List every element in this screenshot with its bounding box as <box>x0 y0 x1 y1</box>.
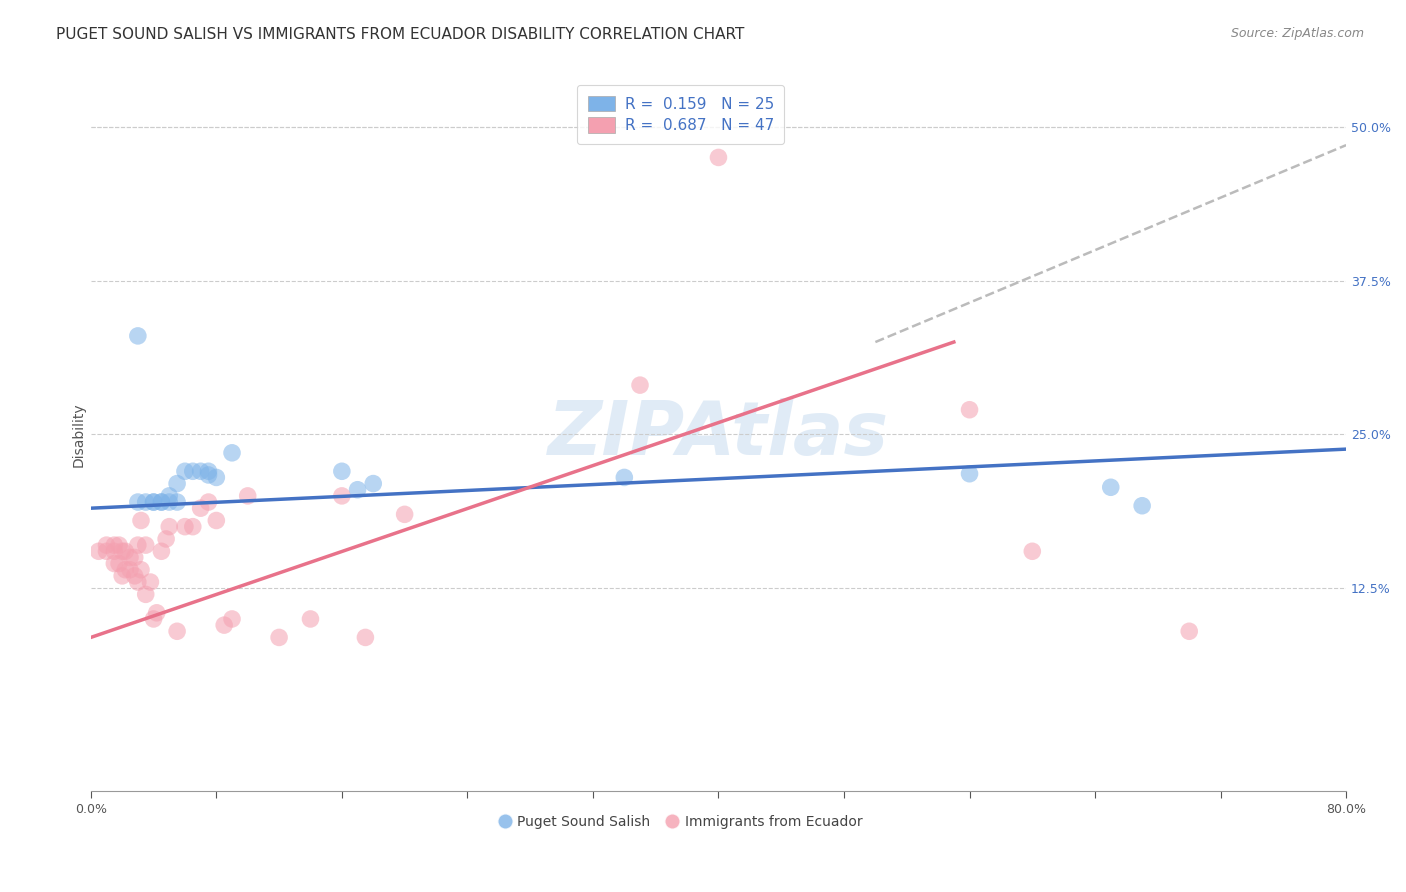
Point <box>299 612 322 626</box>
Point <box>190 464 212 478</box>
Point <box>103 538 125 552</box>
Point <box>628 378 651 392</box>
Point <box>127 329 149 343</box>
Point <box>129 514 152 528</box>
Point <box>150 495 173 509</box>
Point <box>197 464 219 478</box>
Point <box>205 470 228 484</box>
Point <box>174 519 197 533</box>
Point <box>330 489 353 503</box>
Point <box>166 624 188 639</box>
Point <box>197 467 219 482</box>
Point <box>959 467 981 481</box>
Point <box>707 150 730 164</box>
Point <box>959 402 981 417</box>
Point <box>174 464 197 478</box>
Point <box>269 631 291 645</box>
Point <box>166 495 188 509</box>
Point <box>155 532 177 546</box>
Point <box>142 612 165 626</box>
Point <box>87 544 110 558</box>
Point <box>118 550 141 565</box>
Point <box>221 612 243 626</box>
Point <box>181 519 204 533</box>
Point <box>108 557 131 571</box>
Point <box>142 495 165 509</box>
Point <box>114 544 136 558</box>
Point <box>127 575 149 590</box>
Point <box>197 495 219 509</box>
Point <box>157 495 180 509</box>
Point <box>103 557 125 571</box>
Point <box>139 575 162 590</box>
Point <box>205 514 228 528</box>
Point <box>346 483 368 497</box>
Point <box>118 563 141 577</box>
Text: Source: ZipAtlas.com: Source: ZipAtlas.com <box>1230 27 1364 40</box>
Point <box>157 519 180 533</box>
Point <box>142 495 165 509</box>
Point <box>150 495 173 509</box>
Point <box>145 606 167 620</box>
Y-axis label: Disability: Disability <box>72 402 86 467</box>
Point <box>135 538 157 552</box>
Text: PUGET SOUND SALISH VS IMMIGRANTS FROM ECUADOR DISABILITY CORRELATION CHART: PUGET SOUND SALISH VS IMMIGRANTS FROM EC… <box>56 27 745 42</box>
Point <box>1130 499 1153 513</box>
Legend: Puget Sound Salish, Immigrants from Ecuador: Puget Sound Salish, Immigrants from Ecua… <box>494 809 868 834</box>
Point <box>150 544 173 558</box>
Point <box>96 544 118 558</box>
Point <box>124 569 146 583</box>
Point <box>114 563 136 577</box>
Point <box>103 544 125 558</box>
Point <box>236 489 259 503</box>
Point <box>111 569 134 583</box>
Point <box>127 495 149 509</box>
Point <box>354 631 377 645</box>
Point <box>108 538 131 552</box>
Point <box>127 538 149 552</box>
Point <box>111 544 134 558</box>
Text: ZIPAtlas: ZIPAtlas <box>548 398 889 471</box>
Point <box>124 550 146 565</box>
Point <box>221 446 243 460</box>
Point <box>166 476 188 491</box>
Point <box>394 508 416 522</box>
Point <box>212 618 235 632</box>
Point <box>129 563 152 577</box>
Point <box>330 464 353 478</box>
Point <box>1021 544 1043 558</box>
Point <box>135 587 157 601</box>
Point <box>1178 624 1201 639</box>
Point <box>1099 480 1122 494</box>
Point <box>613 470 636 484</box>
Point <box>135 495 157 509</box>
Point <box>157 489 180 503</box>
Point <box>181 464 204 478</box>
Point <box>361 476 384 491</box>
Point <box>96 538 118 552</box>
Point <box>190 501 212 516</box>
